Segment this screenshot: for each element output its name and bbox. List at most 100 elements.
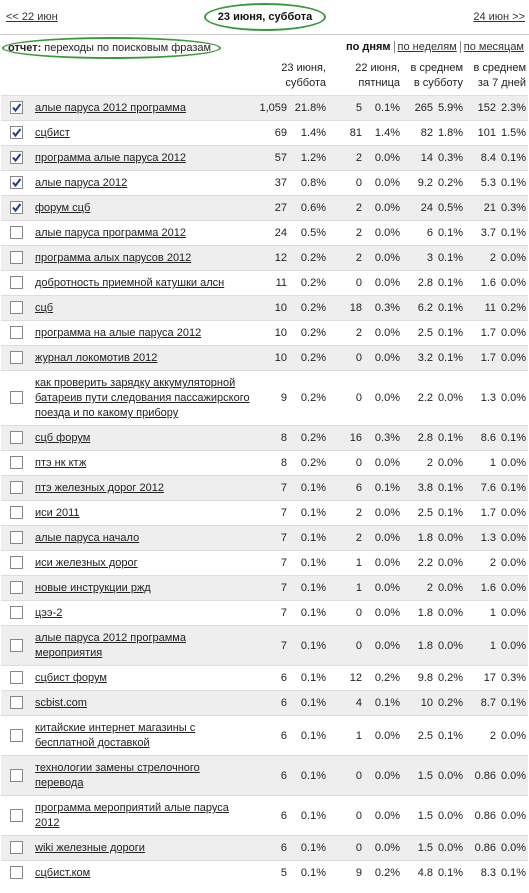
phrase-link[interactable]: цээ-2: [35, 607, 63, 619]
phrase-link[interactable]: алые паруса программа 2012: [35, 227, 186, 239]
phrase-link[interactable]: сцб форум: [35, 432, 91, 444]
column-header-line: в среднем: [473, 62, 527, 74]
phrase-cell: технологии замены стрелочного перевода: [31, 755, 253, 796]
checkbox[interactable]: [9, 251, 23, 265]
phrase-link[interactable]: сцбист.ком: [35, 867, 91, 879]
checkbox[interactable]: [9, 201, 23, 215]
phrase-link[interactable]: иси железных дорог: [35, 557, 138, 569]
phrase-link[interactable]: сцб: [35, 302, 54, 314]
checkbox-cell: [1, 860, 31, 885]
count-cell: 9.2: [402, 170, 435, 196]
count-cell: 1.6: [465, 270, 499, 296]
checkbox[interactable]: [9, 481, 23, 495]
phrase-cell: сцбист форум: [31, 665, 253, 691]
checkbox[interactable]: [9, 326, 23, 340]
percent-cell: 0.1%: [289, 625, 328, 666]
phrase-link[interactable]: как проверить зарядку аккумуляторной бат…: [35, 377, 250, 419]
percent-cell: 0.1%: [289, 575, 328, 601]
checkbox[interactable]: [9, 351, 23, 365]
count-cell: 1: [328, 575, 364, 601]
phrase-link[interactable]: алые паруса начало: [35, 532, 140, 544]
phrase-link[interactable]: журнал локомотив 2012: [35, 352, 158, 364]
checkbox[interactable]: [9, 456, 23, 470]
phrase-link[interactable]: китайские интернет магазины с бесплатной…: [35, 722, 196, 749]
percent-cell: 0.1%: [435, 345, 466, 371]
percent-cell: 0.2%: [364, 860, 402, 885]
table-row: сцбист 69 1.4% 81 1.4% 82 1.8% 101 1.5%: [1, 120, 529, 146]
checkbox[interactable]: [9, 101, 23, 115]
checkbox[interactable]: [9, 581, 23, 595]
phrase-link[interactable]: иси 2011: [35, 507, 80, 519]
table-row: добротность приемной катушки алсн 11 0.2% 0…: [1, 270, 529, 296]
phrase-link[interactable]: программа алых парусов 2012: [35, 252, 192, 264]
period-link[interactable]: по неделям: [393, 41, 460, 53]
count-cell: 6.2: [402, 295, 435, 321]
phrase-link[interactable]: программа алые паруса 2012: [35, 152, 186, 164]
phrase-link[interactable]: технологии замены стрелочного перевода: [35, 762, 200, 789]
phrase-link[interactable]: птэ железных дорог 2012: [35, 482, 164, 494]
prev-day-link[interactable]: << 22 июн: [6, 11, 58, 23]
phrase-link[interactable]: сцбист форум: [35, 672, 107, 684]
checkbox[interactable]: [9, 606, 23, 620]
checkbox[interactable]: [9, 151, 23, 165]
checkbox[interactable]: [9, 808, 23, 822]
checkbox[interactable]: [9, 556, 23, 570]
percent-cell: 0.0%: [364, 450, 402, 476]
phrase-link[interactable]: алые паруса 2012 программа: [35, 102, 186, 114]
phrase-link[interactable]: сцбист: [35, 127, 70, 139]
checkbox[interactable]: [9, 276, 23, 290]
percent-cell: 0.1%: [289, 835, 328, 861]
next-day-link[interactable]: 24 июн >>: [473, 11, 525, 23]
phrase-link[interactable]: scbist.com: [35, 697, 87, 709]
phrase-link[interactable]: птэ нк ктж: [35, 457, 87, 469]
phrase-link[interactable]: добротность приемной катушки алсн: [35, 277, 225, 289]
checkbox[interactable]: [9, 431, 23, 445]
checkbox[interactable]: [9, 226, 23, 240]
phrase-cell: сцбист.ком: [31, 860, 253, 885]
checkbox[interactable]: [9, 841, 23, 855]
percent-cell: 0.0%: [498, 270, 529, 296]
checkbox[interactable]: [9, 531, 23, 545]
checkbox[interactable]: [9, 866, 23, 880]
count-cell: 6: [253, 715, 289, 756]
period-link[interactable]: по месяцам: [459, 41, 527, 53]
count-cell: 7.6: [465, 475, 499, 501]
checkbox[interactable]: [9, 728, 23, 742]
percent-cell: 0.1%: [498, 220, 529, 246]
phrase-link[interactable]: форум сцб: [35, 202, 91, 214]
percent-cell: 0.1%: [289, 860, 328, 885]
count-cell: 2: [328, 500, 364, 526]
table-row: программа алые паруса 2012 57 1.2% 2 0.0% 14 0…: [1, 145, 529, 171]
checkbox[interactable]: [9, 301, 23, 315]
checkbox[interactable]: [9, 176, 23, 190]
count-cell: 9.8: [402, 665, 435, 691]
phrase-link[interactable]: программа на алые паруса 2012: [35, 327, 202, 339]
phrase-link[interactable]: программа мероприятий алые паруса 2012: [35, 802, 229, 829]
checkbox[interactable]: [9, 638, 23, 652]
phrase-link[interactable]: новые инструкции ржд: [35, 582, 151, 594]
count-cell: 0: [328, 600, 364, 626]
percent-cell: 0.0%: [364, 575, 402, 601]
checkbox[interactable]: [9, 768, 23, 782]
phrase-link[interactable]: алые паруса 2012: [35, 177, 128, 189]
checkbox-cell: [1, 95, 31, 121]
count-cell: 0.86: [465, 755, 499, 796]
percent-cell: 0.0%: [498, 795, 529, 836]
phrase-link[interactable]: wiki железные дороги: [35, 842, 145, 854]
checkbox-cell: [1, 450, 31, 476]
checkbox[interactable]: [9, 391, 23, 405]
percent-cell: 0.1%: [435, 320, 466, 346]
table-row: сцб 10 0.2% 18 0.3% 6.2 0.1% 11 0.2%: [1, 295, 529, 321]
percent-cell: 21.8%: [289, 95, 328, 121]
checkbox[interactable]: [9, 126, 23, 140]
table-row: птэ железных дорог 2012 7 0.1% 6 0.1% 3.8 0.1%…: [1, 475, 529, 501]
percent-cell: 2.3%: [498, 95, 529, 121]
checkbox[interactable]: [9, 696, 23, 710]
count-cell: 1.7: [465, 345, 499, 371]
checkbox[interactable]: [9, 506, 23, 520]
count-cell: 265: [402, 95, 435, 121]
checkbox[interactable]: [9, 671, 23, 685]
percent-cell: 1.8%: [435, 120, 466, 146]
phrase-link[interactable]: алые паруса 2012 программа мероприятия: [35, 632, 186, 659]
